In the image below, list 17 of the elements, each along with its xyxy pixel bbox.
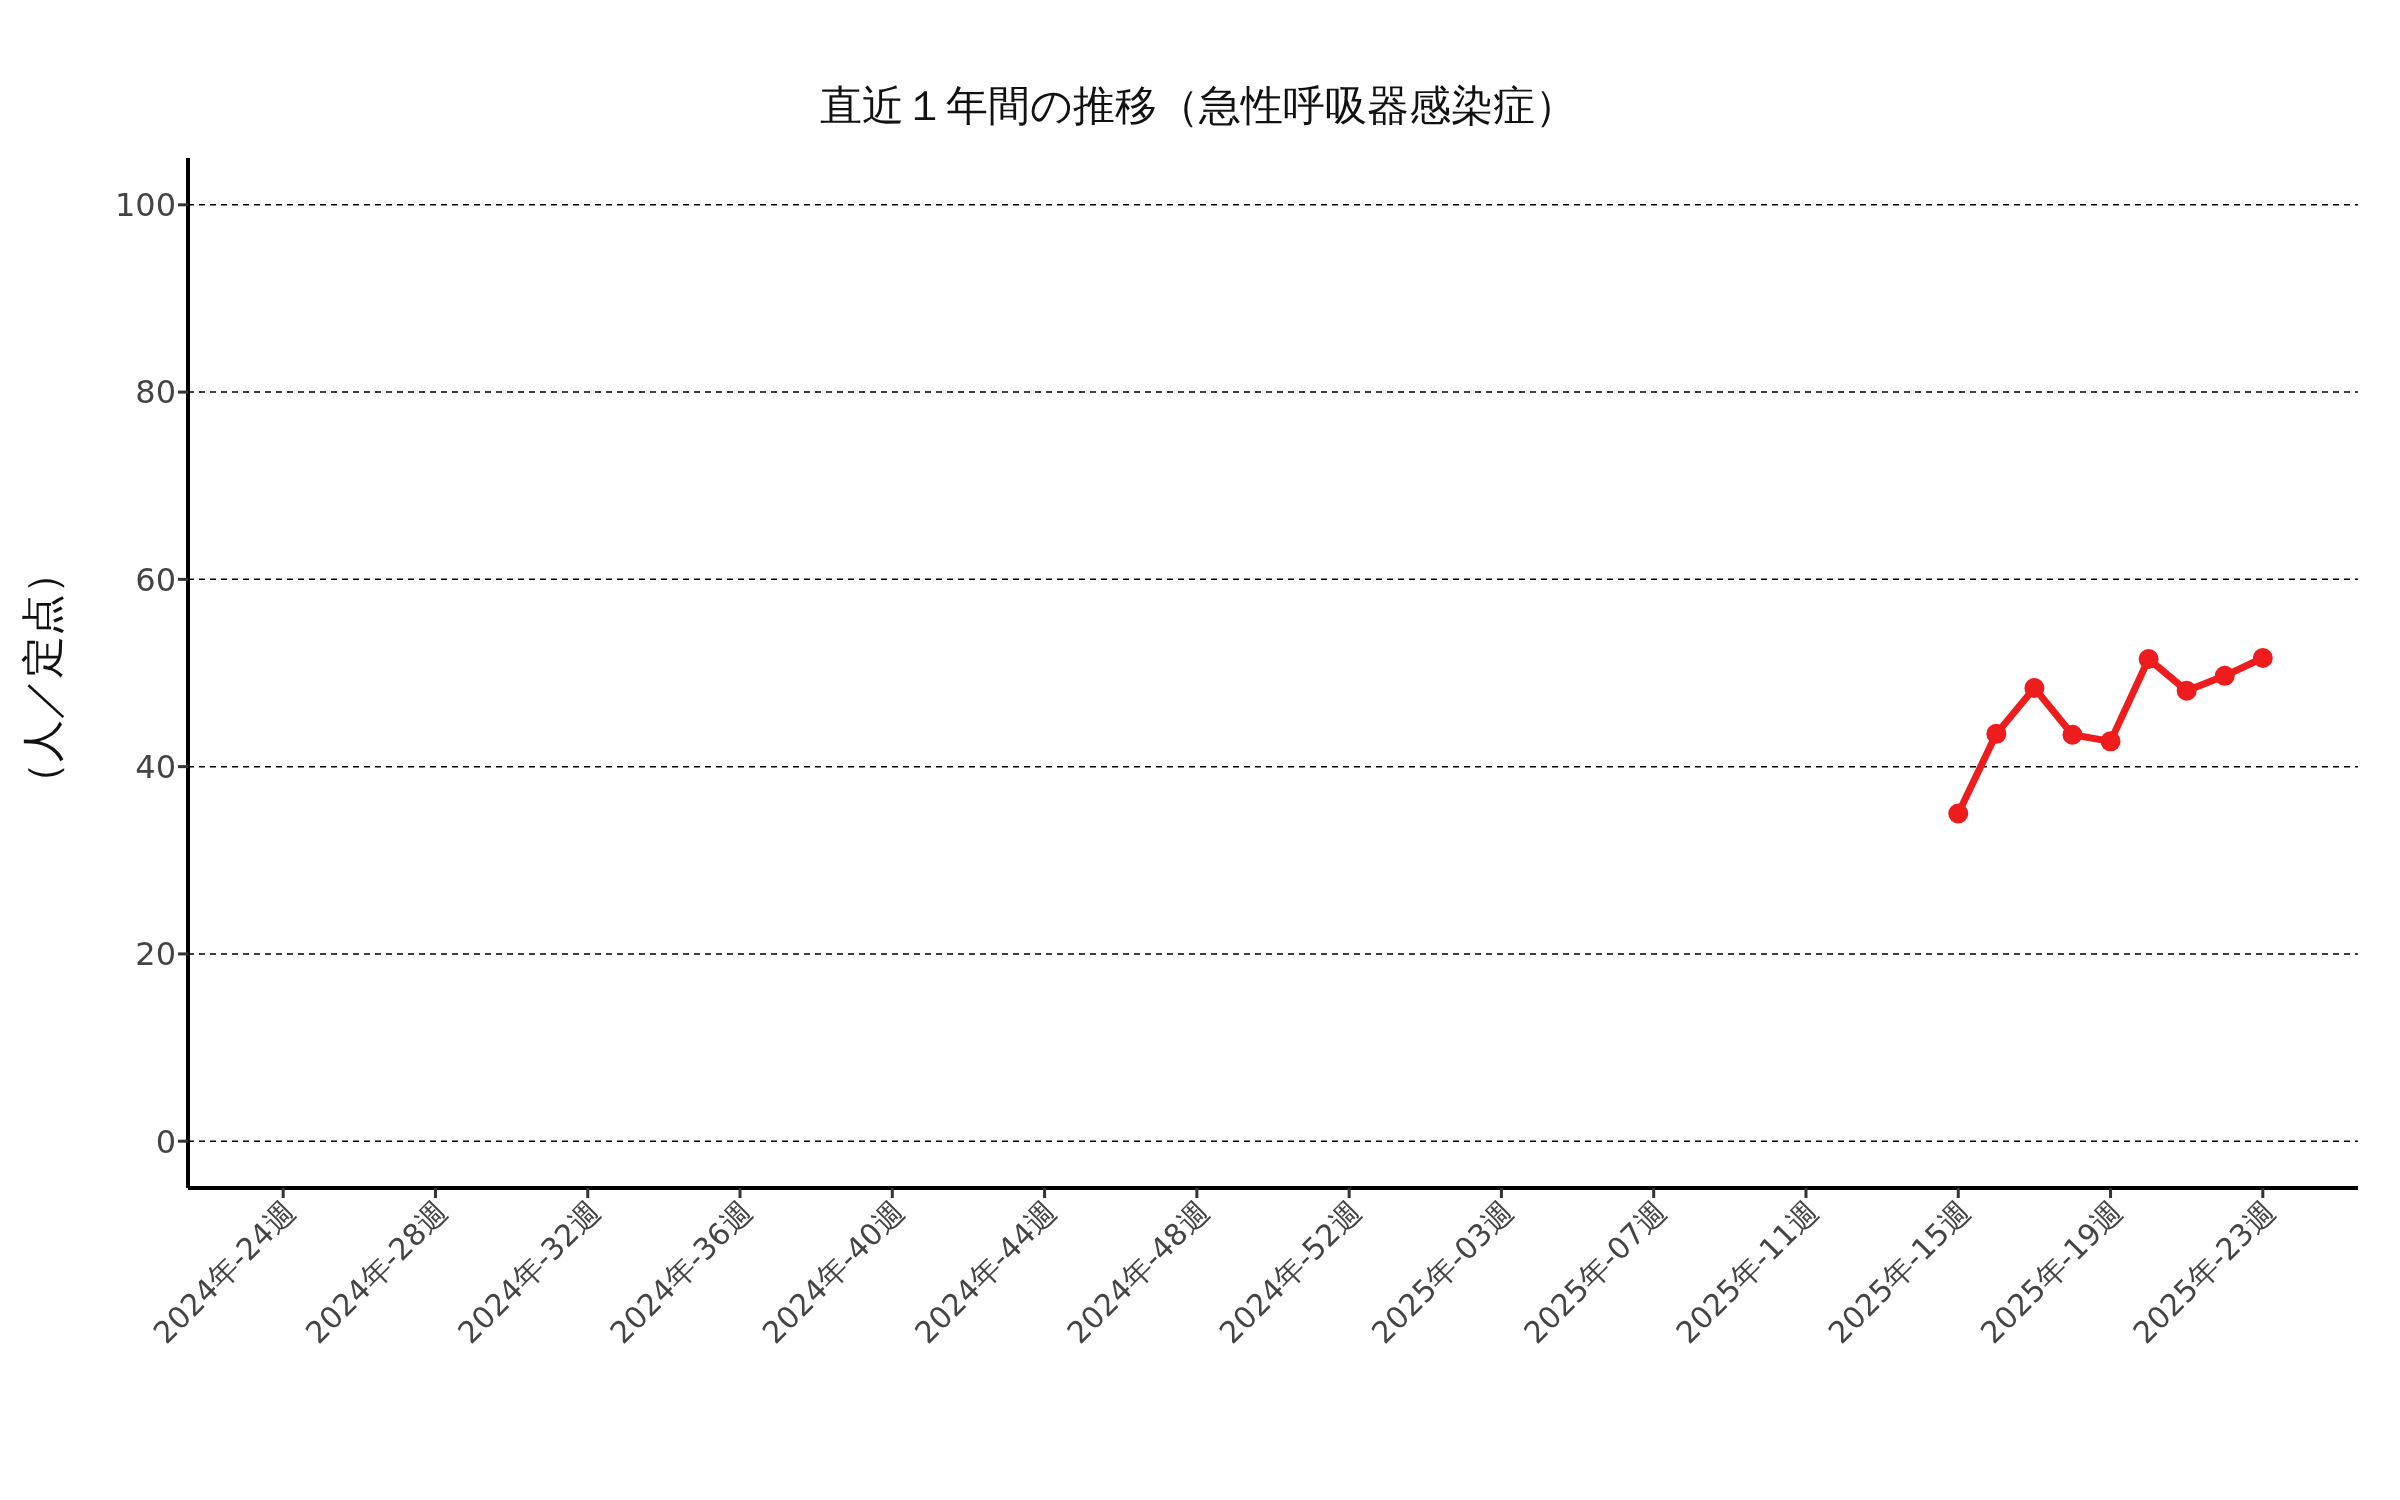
point (2024, 677, 2045, 698)
chart-title: 直近１年間の推移（急性呼吸器感染症） (818, 80, 1578, 132)
y-tick-label: 80 (135, 373, 176, 412)
point (2062, 724, 2083, 745)
y-tick-label: 20 (135, 935, 176, 974)
y-tick-label: 40 (135, 748, 176, 786)
y-tick-label: 60 (135, 560, 176, 599)
point (2176, 680, 2197, 701)
y-tick-label: 0 (155, 1122, 176, 1161)
point (2214, 665, 2235, 686)
point (2138, 648, 2159, 669)
point (1948, 803, 1969, 824)
point (2100, 731, 2121, 752)
point (1986, 723, 2007, 744)
point (2252, 648, 2273, 669)
y-axis-title: （人／定点） (17, 552, 68, 804)
y-tick-label: 100 (114, 186, 176, 225)
